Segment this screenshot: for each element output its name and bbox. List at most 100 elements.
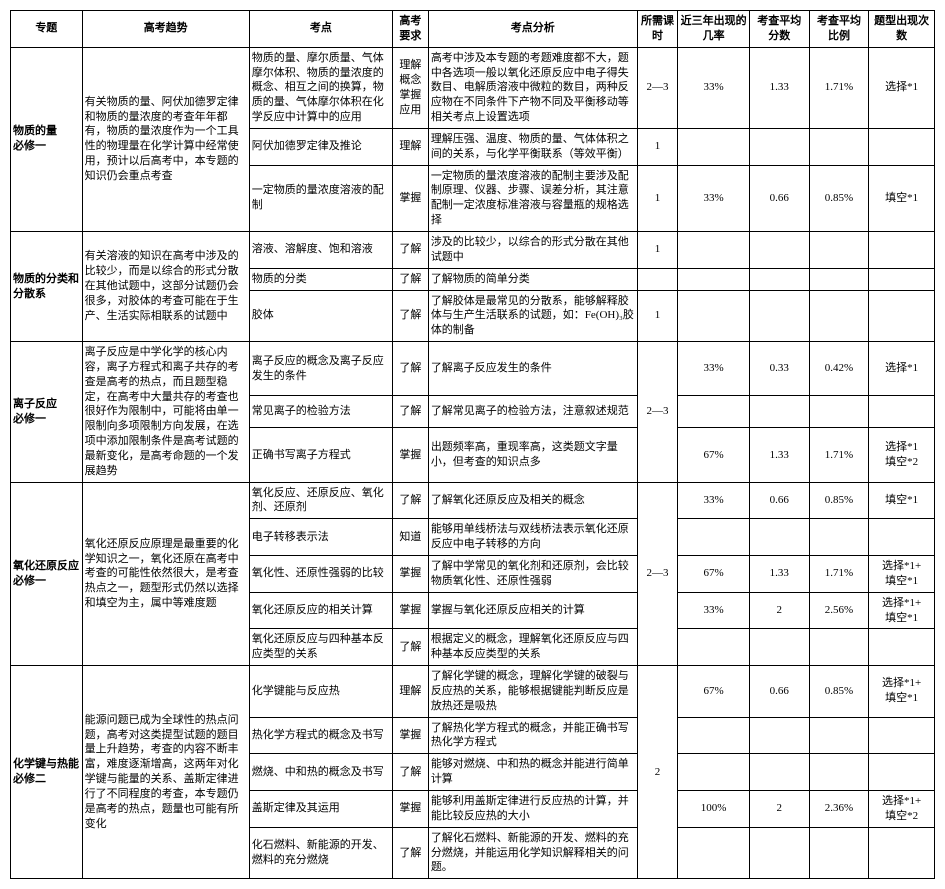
point-cell: 热化学方程式的概念及书写 [249, 717, 392, 754]
hours-cell: 1 [637, 165, 678, 231]
table-row: 氧化还原反应必修一氧化还原反应原理是最重要的化学知识之一，氧化还原在高考中考查的… [11, 482, 935, 519]
avgScore-cell: 2 [749, 790, 809, 827]
req-cell: 知道 [393, 519, 429, 556]
req-cell: 了解 [393, 290, 429, 342]
avgPct-cell [809, 519, 869, 556]
curriculum-table: 专题 高考趋势 考点 高考要求 考点分析 所需课时 近三年出现的几率 考查平均分… [10, 10, 935, 879]
types-cell [869, 268, 935, 290]
avgPct-cell [809, 128, 869, 165]
prob-cell: 33% [678, 342, 750, 396]
avgScore-cell [749, 268, 809, 290]
prob-cell [678, 519, 750, 556]
prob-cell [678, 827, 750, 879]
prob-cell [678, 754, 750, 791]
req-cell: 了解 [393, 482, 429, 519]
prob-cell: 33% [678, 482, 750, 519]
table-row: 离子反应必修一离子反应是中学化学的核心内容，离子方程式和离子共存的考查是高考的热… [11, 342, 935, 396]
avgPct-cell [809, 396, 869, 428]
col-topic: 专题 [11, 11, 83, 48]
types-cell [869, 629, 935, 666]
req-cell: 掌握 [393, 592, 429, 629]
avgScore-cell [749, 717, 809, 754]
analysis-cell: 高考中涉及本专题的考题难度都不大，题中各选项一般以氧化还原反应中电子得失数目、电… [428, 47, 637, 128]
point-cell: 溶液、溶解度、饱和溶液 [249, 231, 392, 268]
types-cell [869, 290, 935, 342]
types-cell [869, 827, 935, 879]
point-cell: 物质的分类 [249, 268, 392, 290]
point-cell: 化学键能与反应热 [249, 666, 392, 718]
col-hours: 所需课时 [637, 11, 678, 48]
analysis-cell: 了解物质的简单分类 [428, 268, 637, 290]
hours-cell: 2 [637, 666, 678, 879]
avgPct-cell: 2.56% [809, 592, 869, 629]
avgPct-cell: 0.85% [809, 666, 869, 718]
avgScore-cell: 1.33 [749, 428, 809, 482]
avgScore-cell [749, 754, 809, 791]
types-cell: 选择*1+填空*1 [869, 666, 935, 718]
analysis-cell: 了解化石燃料、新能源的开发、燃料的充分燃烧，并能运用化学知识解释相关的问题。 [428, 827, 637, 879]
point-cell: 离子反应的概念及离子反应发生的条件 [249, 342, 392, 396]
req-cell: 了解 [393, 268, 429, 290]
req-cell: 了解 [393, 396, 429, 428]
col-analysis: 考点分析 [428, 11, 637, 48]
req-cell: 理解 [393, 666, 429, 718]
point-cell: 常见离子的检验方法 [249, 396, 392, 428]
avgScore-cell: 0.66 [749, 482, 809, 519]
analysis-cell: 了解氧化还原反应及相关的概念 [428, 482, 637, 519]
analysis-cell: 了解热化学方程式的概念，并能正确书写热化学方程式 [428, 717, 637, 754]
avgPct-cell: 1.71% [809, 428, 869, 482]
prob-cell: 100% [678, 790, 750, 827]
hours-cell: 1 [637, 290, 678, 342]
trend-cell: 有关物质的量、阿伏加德罗定律和物质的量浓度的考查年年都有，物质的量浓度作为一个工… [82, 47, 249, 231]
avgPct-cell: 1.71% [809, 556, 869, 593]
hours-cell: 2—3 [637, 482, 678, 665]
prob-cell: 67% [678, 428, 750, 482]
analysis-cell: 出题频率高，重现率高，这类题文字量小，但考查的知识点多 [428, 428, 637, 482]
hours-cell: 1 [637, 231, 678, 268]
hours-cell: 2—3 [637, 47, 678, 128]
avgPct-cell [809, 268, 869, 290]
req-cell: 了解 [393, 754, 429, 791]
types-cell: 填空*1 [869, 165, 935, 231]
prob-cell: 33% [678, 165, 750, 231]
prob-cell [678, 717, 750, 754]
topic-cell: 物质的量必修一 [11, 47, 83, 231]
analysis-cell: 能够对燃烧、中和热的概念并能进行简单计算 [428, 754, 637, 791]
col-prob: 近三年出现的几率 [678, 11, 750, 48]
types-cell [869, 519, 935, 556]
col-avgpct: 考查平均比例 [809, 11, 869, 48]
avgPct-cell [809, 827, 869, 879]
point-cell: 氧化反应、还原反应、氧化剂、还原剂 [249, 482, 392, 519]
col-req: 高考要求 [393, 11, 429, 48]
col-point: 考点 [249, 11, 392, 48]
prob-cell [678, 396, 750, 428]
table-row: 物质的分类和分散系有关溶液的知识在高考中涉及的比较少，而是以综合的形式分散在其他… [11, 231, 935, 268]
avgScore-cell [749, 519, 809, 556]
trend-cell: 氧化还原反应原理是最重要的化学知识之一，氧化还原在高考中考查的可能性依然很大，是… [82, 482, 249, 665]
avgPct-cell: 0.42% [809, 342, 869, 396]
req-cell: 掌握 [393, 790, 429, 827]
analysis-cell: 了解胶体是最常见的分散系，能够解释胶体与生产生活联系的试题，如：Fe(OH)₃胶… [428, 290, 637, 342]
prob-cell [678, 268, 750, 290]
types-cell: 选择*1 [869, 342, 935, 396]
avgPct-cell [809, 717, 869, 754]
hours-cell: 2—3 [637, 342, 678, 483]
req-cell: 掌握 [393, 717, 429, 754]
trend-cell: 能源问题已成为全球性的热点问题，高考对这类提型试题的题目量上升趋势，考查的内容不… [82, 666, 249, 879]
req-cell: 掌握 [393, 556, 429, 593]
prob-cell: 33% [678, 592, 750, 629]
req-cell: 理解 [393, 128, 429, 165]
analysis-cell: 了解中学常见的氧化剂和还原剂，会比较物质氧化性、还原性强弱 [428, 556, 637, 593]
analysis-cell: 理解压强、温度、物质的量、气体体积之间的关系，与化学平衡联系（等效平衡） [428, 128, 637, 165]
types-cell: 选择*1+填空*2 [869, 790, 935, 827]
types-cell: 选择*1+填空*1 [869, 592, 935, 629]
topic-cell: 氧化还原反应必修一 [11, 482, 83, 665]
avgPct-cell [809, 629, 869, 666]
table-row: 化学键与热能必修二能源问题已成为全球性的热点问题，高考对这类提型试题的题目量上升… [11, 666, 935, 718]
point-cell: 氧化还原反应的相关计算 [249, 592, 392, 629]
col-types: 题型出现次数 [869, 11, 935, 48]
types-cell: 填空*1 [869, 482, 935, 519]
avgPct-cell: 0.85% [809, 482, 869, 519]
prob-cell: 33% [678, 47, 750, 128]
analysis-cell: 掌握与氧化还原反应相关的计算 [428, 592, 637, 629]
